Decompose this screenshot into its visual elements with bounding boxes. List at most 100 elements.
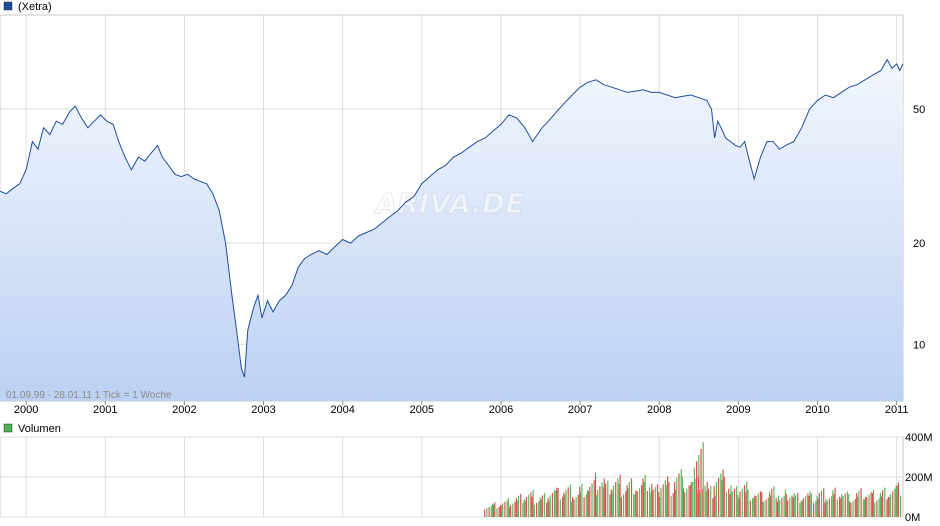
volume-bar [508,507,510,517]
volume-bar [641,485,643,517]
volume-bar [882,490,884,517]
volume-bar [773,486,775,517]
x-tick-label: 2004 [330,404,354,416]
volume-bar [710,485,712,517]
volume-bar [713,486,715,517]
volume-bar [502,503,504,517]
x-tick-label: 2011 [885,404,909,416]
y-tick-label: 20 [913,238,925,250]
volume-bar [579,492,582,517]
volume-bar [856,493,858,517]
volume-bar [718,477,720,517]
volume-bar [561,496,564,517]
volume-y-tick-label: 400M [905,432,933,444]
volume-bar [704,485,706,517]
volume-bar [880,496,882,517]
volume-bar [860,488,862,517]
x-tick-label: 2006 [489,404,513,416]
x-tick-label: 2009 [726,404,750,416]
volume-bar [538,501,540,517]
volume-bar [775,498,777,517]
volume-bar [543,493,546,517]
volume-y-axis: 0M 200M 400M [905,432,933,524]
volume-bar [817,498,819,517]
volume-bar [643,482,645,517]
volume-bar [886,499,888,517]
volume-bar [524,500,526,517]
volume-bar [791,495,793,517]
volume-bar [776,501,779,517]
volume-bar [697,476,699,517]
volume-bar [785,494,787,517]
volume-bar [777,495,779,517]
volume-bar [767,497,769,517]
volume-legend-swatch [3,423,13,433]
volume-bar [587,490,589,517]
volume-bar [762,501,764,517]
volume-bar [610,489,612,517]
x-tick-label: 2003 [251,404,275,416]
volume-bar [498,506,500,517]
volume-bar [809,491,811,517]
volume-bar [840,498,842,517]
volume-bar [831,496,833,517]
volume-bar [702,442,704,517]
volume-bar [554,490,556,517]
volume-bar [725,492,728,517]
volume-bar [635,490,637,517]
price-panel: ARIVA.DE 01.09.99 - 28.01.11 1 Tick = 1 … [0,14,925,416]
volume-bar [611,491,613,517]
volume-y-tick-label: 200M [905,472,933,484]
volume-bar [751,498,754,517]
volume-bar [627,488,629,517]
volume-bar [668,482,670,517]
volume-bar [781,497,783,517]
volume-bar [848,494,850,517]
volume-bar [797,493,799,517]
volume-bar [540,499,542,517]
volume-bar [571,501,573,517]
volume-bar [522,502,524,517]
volume-bar [887,496,889,517]
volume-bar [651,483,653,517]
volume-bar [617,478,619,517]
volume-bar [753,498,755,517]
volume-bar [659,496,661,517]
x-tick-label: 2007 [568,404,592,416]
volume-bar [496,508,498,517]
volume-bar [525,497,528,517]
volume-bar [674,482,676,517]
volume-bar [878,498,880,517]
volume-bar [779,499,781,517]
volume-bar [484,509,486,517]
volume-bar [696,461,698,517]
volume-bar [569,484,571,517]
volume-bar [612,485,615,517]
volume-bar [672,493,674,517]
x-axis: 2000 2001 2002 2003 2004 2005 2006 2007 2008 2009… [14,401,909,416]
volume-bar [721,480,723,517]
volume-bar [682,488,684,517]
volume-bar [630,478,633,517]
volume-bar [676,477,678,517]
volume-bar [738,498,740,517]
date-range-label: 01.09.99 - 28.01.11 1 Tick = 1 Woche [6,390,172,401]
volume-bar [749,500,751,517]
volume-bar [800,500,802,517]
volume-bar [656,484,659,517]
price-y-axis: 10 20 50 [913,104,925,352]
volume-bar [799,502,801,517]
volume-bar [771,488,773,517]
volume-bar [486,508,488,517]
volume-bar [793,493,795,517]
volume-bar [759,491,761,517]
volume-bar [615,482,617,517]
volume-bar [792,497,794,517]
volume-bar [654,487,656,517]
volume-bar [646,491,648,517]
volume-bar [789,498,791,517]
volume-bar [583,497,585,517]
volume-bar [693,467,695,517]
volume-bar [810,494,812,517]
